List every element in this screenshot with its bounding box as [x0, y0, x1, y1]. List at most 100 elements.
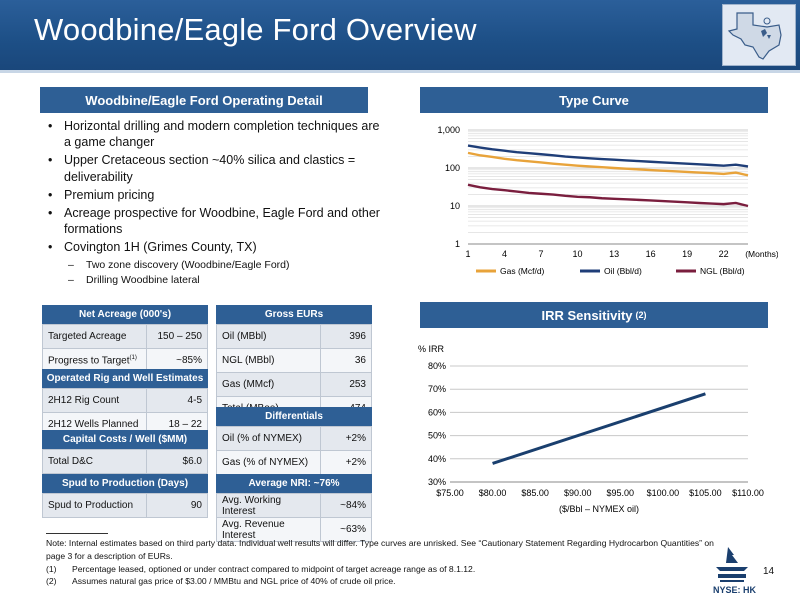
x-tick-label: $80.00: [479, 488, 507, 498]
row-value: 396: [320, 324, 372, 349]
row-value: $6.0: [146, 449, 208, 474]
type-curve-title-text: Type Curve: [559, 92, 629, 108]
irr-title-footnote-ref: (2): [635, 310, 647, 320]
row-value: ~84%: [320, 493, 372, 518]
row-label: Spud to Production: [42, 493, 147, 518]
row-value: 150 – 250: [146, 324, 208, 349]
y-tick-label: 60%: [428, 407, 446, 417]
table-row: Gas (MMcf) 253: [216, 372, 372, 397]
row-value: 4-5: [146, 388, 208, 413]
differentials-title: Differentials: [265, 411, 323, 422]
y-tick-label: 80%: [428, 361, 446, 371]
x-tick-label: 4: [502, 249, 507, 259]
texas-map-logo: [722, 4, 796, 66]
row-label: Avg. Working Interest: [216, 493, 321, 518]
y-tick-label: 1: [455, 239, 460, 249]
capital-costs-header: Capital Costs / Well ($MM): [42, 430, 208, 449]
footnote-number: (2): [46, 576, 57, 587]
row-value: 90: [146, 493, 208, 518]
row-value: 253: [320, 372, 372, 397]
x-tick-label: 10: [573, 249, 583, 259]
table-row: Spud to Production 90: [42, 493, 208, 518]
x-tick-label: 7: [539, 249, 544, 259]
row-label: Gas (MMcf): [216, 372, 321, 397]
type-curve-title: Type Curve: [420, 87, 768, 113]
series-line: [467, 151, 749, 177]
row-value: ~85%: [146, 348, 208, 373]
footnote-number: (1): [46, 563, 57, 574]
footnote-text: Percentage leased, optioned or under con…: [72, 563, 476, 574]
page-number: 14: [763, 566, 775, 577]
x-tick-label: 16: [646, 249, 656, 259]
type-curve-chart: 1 10 100 1,000 1 4 7 10 13 16 19 22 (Months) Gas (Mcf…: [437, 125, 778, 276]
row-value: ~63%: [320, 517, 372, 542]
y-tick-label: 70%: [428, 384, 446, 394]
table-row: Targeted Acreage 150 – 250: [42, 324, 208, 349]
row-value: +2%: [320, 450, 372, 475]
y-tick-label: 100: [445, 163, 460, 173]
row-label: Targeted Acreage: [42, 324, 147, 349]
bullet-list: Horizontal drilling and modern completio…: [46, 118, 386, 288]
series-line: [467, 183, 749, 208]
gross-eurs-title: Gross EURs: [264, 309, 324, 320]
table-row: Progress to Target(1) ~85%: [42, 348, 208, 373]
table-row: NGL (MBbl) 36: [216, 348, 372, 373]
sub-bullet-item: Drilling Woodbine lateral: [46, 273, 386, 287]
row-label: Progress to Target: [48, 355, 130, 367]
table-row: Avg. Working Interest ~84%: [216, 493, 372, 518]
texas-map-icon: [727, 12, 782, 60]
x-tick-label: 22: [719, 249, 729, 259]
net-acreage-title: Net Acreage (000's): [78, 309, 172, 320]
nri-header: Average NRI: ~76%: [216, 474, 372, 493]
y-tick-label: 1,000: [437, 125, 460, 135]
page-title: Woodbine/Eagle Ford Overview: [34, 12, 477, 47]
x-tick-label: $90.00: [564, 488, 592, 498]
irr-line: [492, 392, 706, 465]
x-tick-label: 1: [465, 249, 470, 259]
footnote-ref: (1): [129, 354, 137, 361]
bullet-item: Acreage prospective for Woodbine, Eagle …: [46, 205, 386, 237]
footnote-item: (2) Assumes natural gas price of $3.00 /…: [46, 575, 716, 588]
row-label: Avg. Revenue Interest: [216, 517, 321, 542]
y-tick-label: 30%: [428, 477, 446, 487]
row-value: +2%: [320, 426, 372, 451]
row-label: 2H12 Rig Count: [42, 388, 147, 413]
header-rule: [0, 70, 800, 73]
rig-estimates-header: Operated Rig and Well Estimates: [42, 369, 208, 388]
x-tick-label: $105.00: [689, 488, 722, 498]
nri-table: Avg. Working Interest ~84% Avg. Revenue …: [216, 493, 372, 542]
y-tick-label: 10: [450, 201, 460, 211]
x-axis-label: ($/Bbl – NYMEX oil): [559, 504, 639, 514]
x-tick-label: $85.00: [521, 488, 549, 498]
x-axis-unit: (Months): [745, 249, 778, 259]
capital-costs-table: Total D&C $6.0: [42, 449, 208, 474]
differentials-table: Oil (% of NYMEX) +2% Gas (% of NYMEX) +2…: [216, 426, 372, 475]
table-row: Oil (MBbl) 396: [216, 324, 372, 349]
row-label: Gas (% of NYMEX): [216, 450, 321, 475]
net-acreage-header: Net Acreage (000's): [42, 305, 208, 324]
spud-header: Spud to Production (Days): [42, 474, 208, 493]
irr-title: IRR Sensitivity (2): [420, 302, 768, 328]
legend-label: NGL (Bbl/d): [700, 266, 745, 276]
header-banner: Woodbine/Eagle Ford Overview: [0, 0, 800, 70]
y-tick-label: 50%: [428, 431, 446, 441]
table-row: 2H12 Rig Count 4-5: [42, 388, 208, 413]
x-tick-label: $100.00: [647, 488, 680, 498]
x-tick-label: $75.00: [436, 488, 464, 498]
y-axis-label: % IRR: [418, 344, 445, 354]
spud-table: Spud to Production 90: [42, 493, 208, 518]
irr-title-text: IRR Sensitivity: [541, 307, 633, 323]
gross-eurs-header: Gross EURs: [216, 305, 372, 324]
table-row: Avg. Revenue Interest ~63%: [216, 517, 372, 542]
net-acreage-table: Targeted Acreage 150 – 250 Progress to T…: [42, 324, 208, 373]
bullet-item: Premium pricing: [46, 187, 386, 203]
row-label: Oil (% of NYMEX): [216, 426, 321, 451]
series-line: [467, 144, 749, 168]
footnote-note: Note: Internal estimates based on third …: [46, 538, 714, 561]
x-tick-label: $95.00: [607, 488, 635, 498]
operating-detail-title: Woodbine/Eagle Ford Operating Detail: [40, 87, 368, 113]
row-value: 36: [320, 348, 372, 373]
footnote-divider: [46, 533, 108, 534]
legend-label: Gas (Mcf/d): [500, 266, 545, 276]
y-tick-label: 40%: [428, 454, 446, 464]
